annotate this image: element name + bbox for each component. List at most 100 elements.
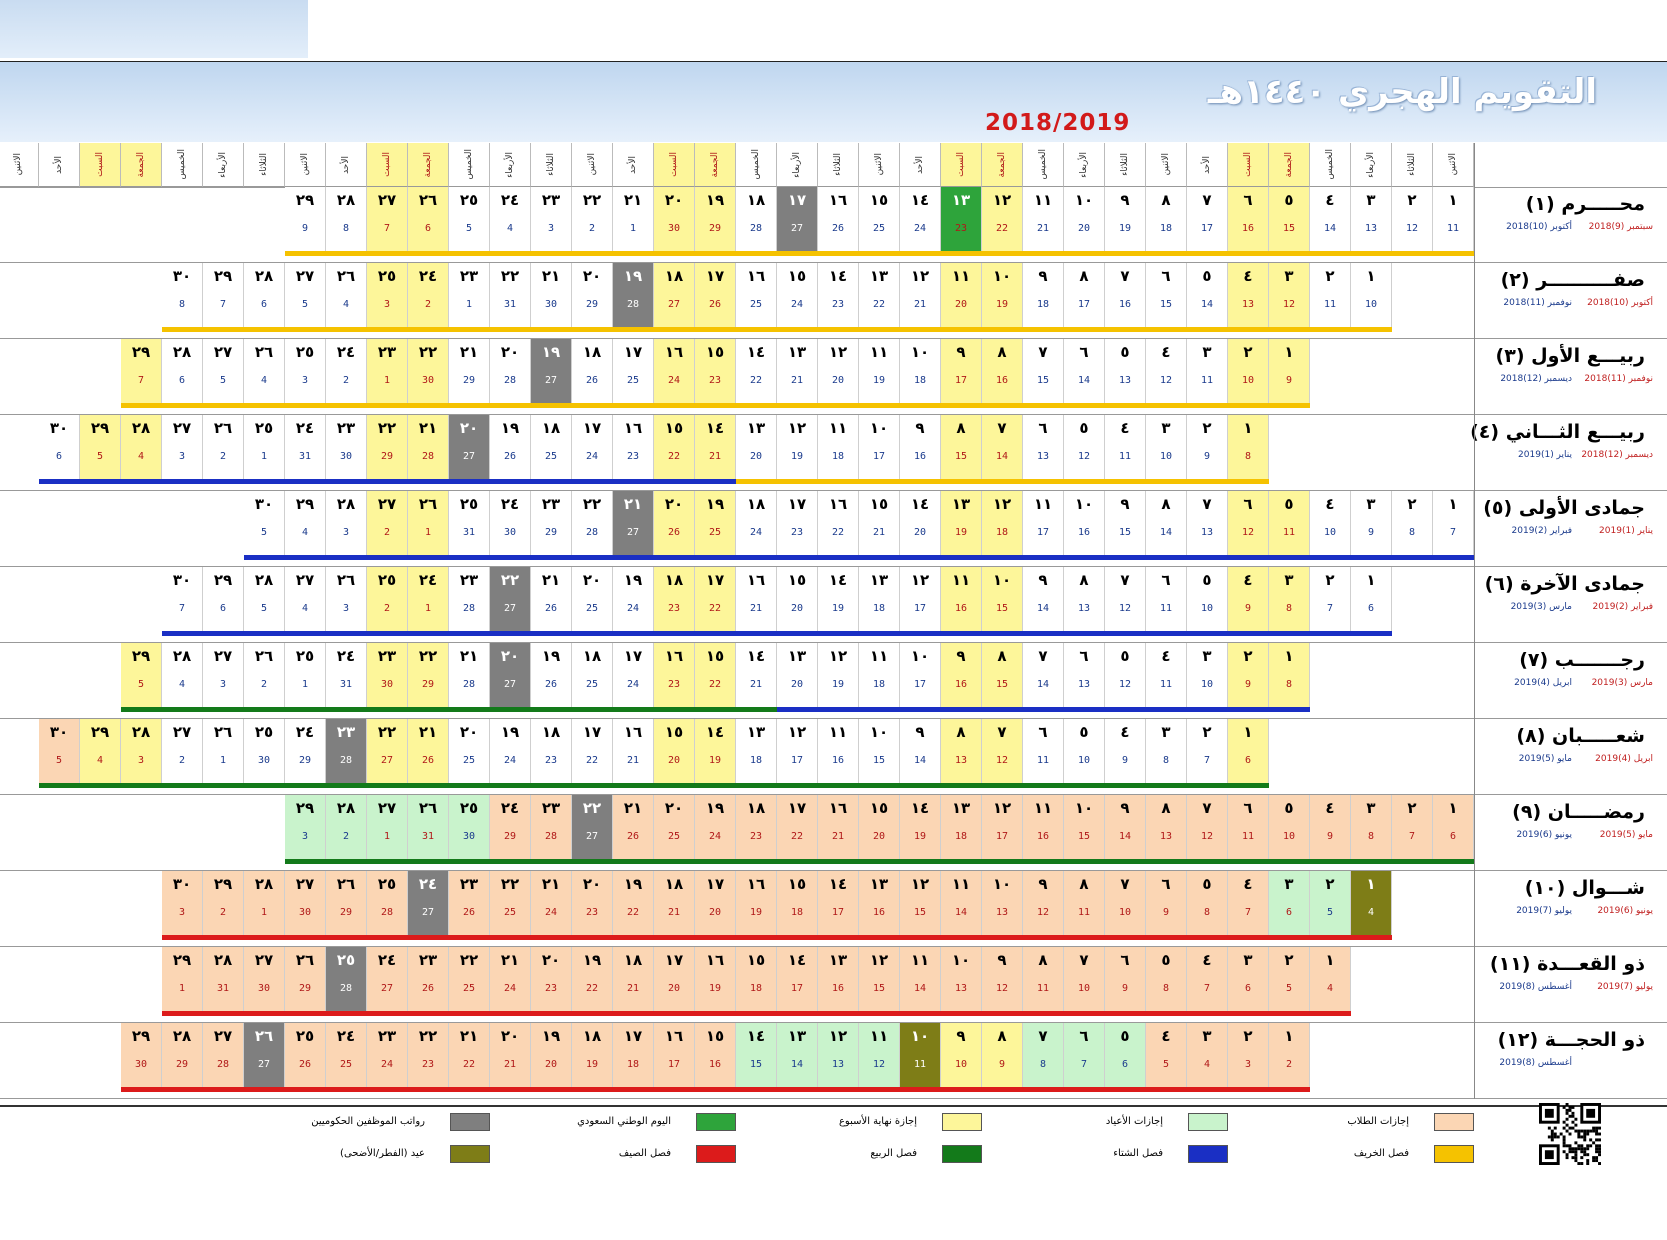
gregorian-day: 19 [777, 451, 817, 462]
day-cell: ٢٤ 29 [285, 719, 326, 783]
day-cell: ١٦ 24 [654, 339, 695, 403]
weekday-header: الجمعة [982, 143, 1023, 187]
hijri-day: ٤ [1243, 267, 1253, 285]
day-cell: ١٩ 24 [695, 795, 736, 859]
gregorian-day: 15 [736, 1059, 776, 1070]
day-cell: ٢٥ 5 [449, 187, 490, 251]
day-cell: ١٨ 21 [654, 871, 695, 935]
gregorian-day: 15 [982, 603, 1022, 614]
hijri-day: ١٥ [664, 723, 684, 741]
day-cell: ٣ 10 [1187, 643, 1228, 707]
gregorian-day: 9 [1105, 983, 1145, 994]
gregorian-day: 6 [244, 299, 284, 310]
day-cell: ٢٧ 3 [203, 643, 244, 707]
gregorian-day: 24 [777, 299, 817, 310]
day-cell: ١٩ 25 [695, 491, 736, 555]
weekday-header: الثلاثاء [531, 143, 572, 187]
gregorian-day: 8 [162, 299, 202, 310]
day-cell: ٢٥ 31 [449, 491, 490, 555]
gregorian-day: 1 [367, 831, 407, 842]
day-cell: ١٦ 25 [736, 263, 777, 327]
weekday-header: السبت [80, 143, 121, 187]
day-cell: ١٨ 27 [654, 263, 695, 327]
gregorian-day: 17 [941, 375, 981, 386]
day-cell: ٢٥ 2 [367, 567, 408, 631]
hijri-day: ٢٠ [500, 343, 520, 361]
hijri-day: ٦ [1079, 647, 1089, 665]
day-cell: ١٥ 20 [777, 567, 818, 631]
hijri-day: ٢ [1243, 1027, 1253, 1045]
day-cell: ١٥ 22 [695, 643, 736, 707]
gregorian-day: 21 [777, 375, 817, 386]
hijri-day: ٨ [997, 343, 1007, 361]
gregorian-day: 22 [777, 831, 817, 842]
hijri-day: ٢١ [459, 647, 479, 665]
hijri-day: ١٠ [1074, 191, 1094, 209]
hijri-day: ٢٩ [213, 267, 233, 285]
gregorian-day: 23 [941, 223, 981, 234]
day-cell: ٨ 16 [982, 339, 1023, 403]
gregorian-day: 17 [900, 679, 940, 690]
day-cell: ٢ 11 [1310, 263, 1351, 327]
gregorian-day: 16 [1064, 527, 1104, 538]
season-bar-autumn [285, 251, 1474, 256]
gregorian-day: 9 [1269, 375, 1309, 386]
gregorian-day: 3 [326, 527, 366, 538]
gregorian-day: 18 [777, 907, 817, 918]
day-cell: ٢٧ 7 [367, 187, 408, 251]
season-bar-winter [162, 631, 1392, 636]
gregorian-day: 14 [1146, 527, 1186, 538]
day-cell: ٢١ 29 [449, 339, 490, 403]
day-cell: ١٧ 26 [695, 263, 736, 327]
day-cell: ٢٤ 27 [367, 947, 408, 1011]
month-column-divider [1474, 143, 1475, 1099]
gregorian-day: 23 [736, 831, 776, 842]
gregorian-day: 13 [1064, 603, 1104, 614]
gregorian-day: 23 [572, 907, 612, 918]
gregorian-day: 1 [244, 907, 284, 918]
hijri-day: ٢٦ [254, 343, 274, 361]
gregorian-day: 18 [941, 831, 981, 842]
day-cell: ٤ 14 [1310, 187, 1351, 251]
gregorian-day: 22 [613, 907, 653, 918]
gregorian-day: 21 [1023, 223, 1063, 234]
month-greg-end: يناير (1)2019 [1518, 450, 1572, 460]
day-cell: ٢١ 28 [408, 415, 449, 479]
hijri-day: ٦ [1161, 267, 1171, 285]
salary-day-cell: ٢٦ 27 [244, 1023, 285, 1087]
hijri-day: ٢٣ [336, 723, 356, 741]
day-cell: ٢٧ 5 [285, 263, 326, 327]
hijri-day: ٣ [1366, 191, 1376, 209]
gregorian-day: 4 [490, 223, 530, 234]
season-bar-summer [121, 1087, 1310, 1092]
gregorian-day: 14 [900, 983, 940, 994]
season-bar-summer [162, 935, 1392, 940]
gregorian-day: 4 [162, 679, 202, 690]
hijri-day: ٩ [915, 419, 925, 437]
hijri-day: ٨ [997, 647, 1007, 665]
gregorian-day: 30 [490, 527, 530, 538]
hijri-day: ١٠ [1074, 495, 1094, 513]
day-cell: ٢٨ 4 [121, 415, 162, 479]
gregorian-day: 1 [408, 603, 448, 614]
season-bar-spring [285, 859, 1474, 864]
hijri-day: ٢٠ [541, 951, 561, 969]
salary-day-cell: ٢٢ 27 [490, 567, 531, 631]
hijri-day: ١٥ [746, 951, 766, 969]
day-cell: ١٦ 21 [818, 795, 859, 859]
gregorian-day: 9 [1105, 755, 1145, 766]
gregorian-day: 10 [1228, 375, 1268, 386]
gregorian-day: 2 [572, 223, 612, 234]
row-divider [0, 262, 1667, 263]
day-cell: ٥ 11 [1269, 491, 1310, 555]
day-cell: ١١ 16 [941, 567, 982, 631]
hijri-day: ٢٦ [336, 267, 356, 285]
day-cell: ١٤ 17 [777, 947, 818, 1011]
day-cell: ٩ 18 [1023, 263, 1064, 327]
hijri-day: ٢١ [459, 343, 479, 361]
day-cell: ٢١ 28 [449, 643, 490, 707]
